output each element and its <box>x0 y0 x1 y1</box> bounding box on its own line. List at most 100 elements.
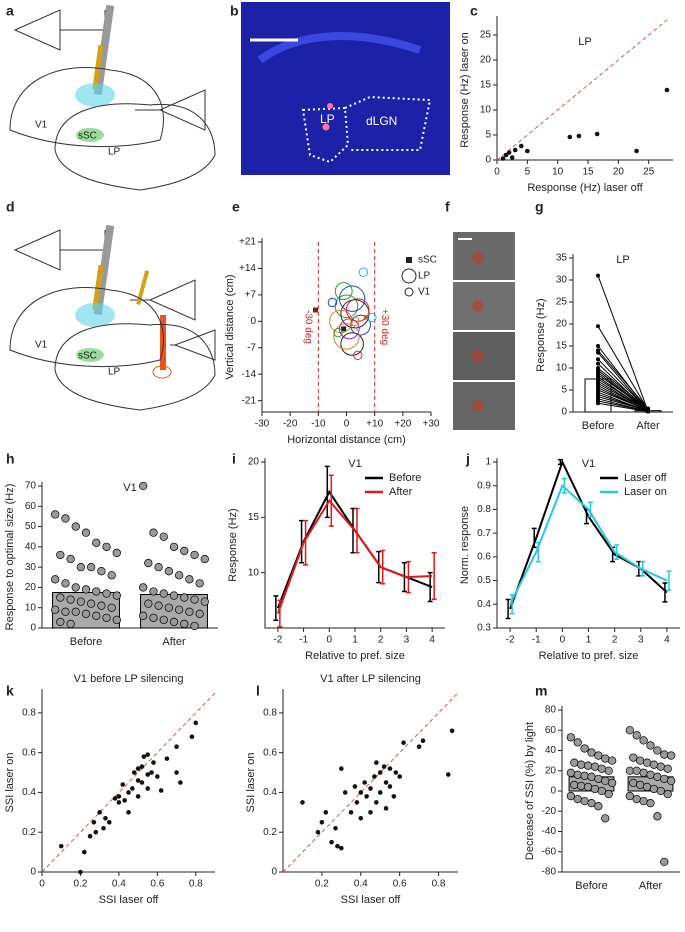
point <box>364 794 369 799</box>
point <box>594 131 600 137</box>
y-tick-label: 5 <box>485 130 491 141</box>
point <box>139 611 148 620</box>
error-bar <box>531 527 537 549</box>
point <box>76 597 86 606</box>
point <box>56 617 65 627</box>
reference-label: -30 deg <box>303 310 314 344</box>
point <box>195 609 204 618</box>
ssc-region <box>76 348 104 362</box>
point <box>597 786 606 796</box>
error-bar <box>324 465 330 519</box>
x-axis-label: Response (Hz) laser off <box>527 182 643 194</box>
point <box>387 784 393 789</box>
point <box>190 621 199 631</box>
y-tick-label: 0 <box>30 867 36 878</box>
x-tick-label: 1 <box>352 635 358 646</box>
point <box>112 591 121 600</box>
point <box>112 548 121 558</box>
error-bar <box>376 550 382 584</box>
point <box>87 833 93 839</box>
y-tick-label: 20 <box>545 765 557 776</box>
point <box>639 796 648 806</box>
point <box>663 789 672 799</box>
x-tick-label: -1 <box>299 635 308 646</box>
y-axis-label: Decrease of SSI (%) by light <box>524 722 536 860</box>
point <box>116 800 122 805</box>
image-b: b LP dLGN <box>230 2 450 175</box>
y-tick-label: 60 <box>545 725 557 736</box>
y-tick-label: 20 <box>556 319 568 330</box>
point <box>102 542 111 552</box>
point <box>387 766 393 771</box>
error-bar <box>588 501 593 518</box>
panel-label: h <box>6 451 15 467</box>
point <box>646 409 650 414</box>
point <box>639 736 648 745</box>
point <box>66 554 75 564</box>
x-tick-label: 5 <box>525 167 531 178</box>
point <box>597 764 606 773</box>
y-tick-label: 0.8 <box>477 504 491 515</box>
point <box>300 800 305 805</box>
point <box>339 845 344 851</box>
y-tick-label: 20 <box>480 55 492 66</box>
legend-label: After <box>389 486 413 498</box>
point <box>195 579 204 588</box>
point <box>642 782 652 792</box>
point <box>339 766 344 771</box>
region-label: V1 <box>35 120 48 131</box>
y-tick-label: 10 <box>248 567 260 578</box>
point <box>185 607 194 616</box>
point <box>159 615 168 625</box>
pair-line <box>597 275 649 412</box>
point <box>131 770 137 775</box>
y-tick-label: 0.9 <box>477 480 491 491</box>
region-outline <box>344 95 432 151</box>
chart-title: V1 before LP silencing <box>74 673 184 685</box>
legend-label: Before <box>389 472 421 484</box>
point <box>106 819 112 825</box>
point <box>102 613 111 623</box>
error-bar <box>431 551 437 600</box>
point <box>596 273 600 278</box>
point <box>509 155 515 160</box>
y-tick-label: -60 <box>542 846 557 857</box>
point <box>580 796 589 806</box>
x-tick-label: 0 <box>494 167 500 178</box>
point <box>342 790 348 795</box>
point <box>76 562 86 572</box>
pair-line <box>597 358 649 411</box>
error-bar <box>557 458 563 466</box>
point <box>169 542 179 552</box>
point <box>61 607 70 616</box>
receptive-field <box>333 327 343 338</box>
pair-line <box>597 374 649 411</box>
y-tick-label: 0.6 <box>263 747 277 758</box>
panel-label: c <box>470 3 478 19</box>
point <box>604 766 613 775</box>
y-tick-label: 0.8 <box>22 708 36 719</box>
point <box>636 756 645 765</box>
point <box>445 772 451 777</box>
point <box>149 613 158 623</box>
point <box>51 605 60 614</box>
point <box>608 756 617 765</box>
point <box>174 605 184 614</box>
pair-line <box>597 325 649 411</box>
receptive-field <box>353 350 363 361</box>
point <box>56 550 65 560</box>
point <box>81 849 87 855</box>
y-tick-label: 0.7 <box>477 528 491 539</box>
panel-label: b <box>230 3 239 19</box>
receptive-field <box>367 312 377 323</box>
y-tick-label: 0.3 <box>477 623 491 634</box>
y-tick-label: 0 <box>485 155 491 166</box>
pair-line <box>597 350 649 409</box>
point <box>566 733 575 742</box>
light-cone <box>75 303 115 327</box>
x-tick-label: After <box>162 636 186 648</box>
y-tick-label: 10 <box>480 105 492 116</box>
point <box>158 788 164 793</box>
point <box>174 744 179 749</box>
